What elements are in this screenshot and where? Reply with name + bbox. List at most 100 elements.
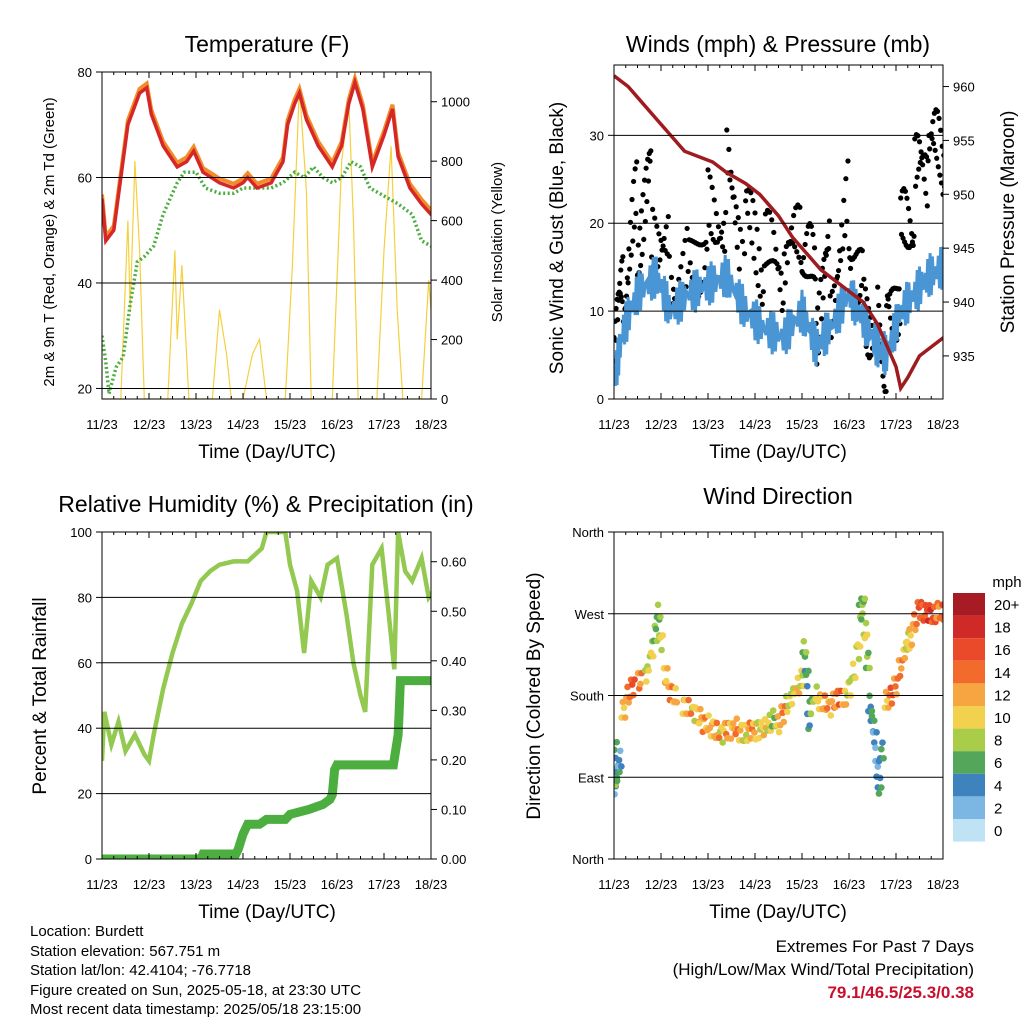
gust-point bbox=[932, 147, 938, 153]
gust-point bbox=[751, 255, 757, 261]
gust-point bbox=[966, 120, 971, 125]
gust-point bbox=[663, 224, 669, 230]
x-tick-label: 12/23 bbox=[645, 417, 678, 432]
gust-point bbox=[831, 283, 837, 289]
x-tick-label: 17/23 bbox=[368, 417, 401, 432]
y-tick-label: 20 bbox=[78, 787, 92, 802]
gust-point bbox=[626, 246, 632, 252]
gust-point bbox=[713, 210, 719, 217]
humidity-ylabel-left: Percent & Total Rainfall bbox=[30, 597, 51, 794]
gust-point bbox=[665, 213, 671, 220]
colorbar-swatch bbox=[953, 615, 985, 639]
gust-point bbox=[944, 176, 949, 181]
gust-point bbox=[638, 262, 644, 269]
y-tick-label: 80 bbox=[78, 65, 92, 80]
y-tick-label: 950 bbox=[953, 187, 975, 202]
gust-point bbox=[804, 230, 810, 237]
direction-point bbox=[637, 680, 644, 688]
gust-point bbox=[886, 304, 892, 310]
gust-point bbox=[739, 238, 746, 245]
direction-point bbox=[863, 631, 871, 639]
gust-point bbox=[757, 293, 763, 299]
gust-point bbox=[911, 233, 917, 239]
gust-point bbox=[645, 178, 652, 184]
gust-point bbox=[791, 212, 797, 219]
y-tick-label: 960 bbox=[953, 80, 975, 95]
y-tick-label: 0 bbox=[85, 852, 92, 867]
direction-point bbox=[979, 585, 986, 592]
gust-point bbox=[615, 317, 621, 323]
temperature-series-group bbox=[102, 72, 431, 399]
colorbar-label: 0 bbox=[994, 823, 1002, 840]
gust-point bbox=[798, 259, 804, 266]
x-tick-label: 14/23 bbox=[227, 417, 260, 432]
gust-point bbox=[847, 265, 854, 271]
gust-point bbox=[733, 204, 739, 210]
y-tick-label: 0.40 bbox=[441, 654, 466, 669]
gust-point bbox=[715, 224, 722, 230]
gust-point bbox=[794, 249, 800, 255]
x-tick-label: 16/23 bbox=[833, 417, 866, 432]
gust-point bbox=[938, 180, 943, 186]
gust-point bbox=[726, 146, 732, 152]
precipitation-line bbox=[102, 676, 431, 859]
direction-point bbox=[874, 763, 882, 771]
gust-point bbox=[753, 270, 759, 276]
temperature-xlabel: Time (Day/UTC) bbox=[198, 442, 336, 463]
y-tick-label: North bbox=[572, 525, 604, 540]
gust-point bbox=[706, 222, 712, 228]
gust-point bbox=[641, 177, 648, 183]
humidity-yticks-left: 100 80 60 40 20 0 bbox=[70, 525, 102, 867]
gust-point bbox=[802, 241, 808, 248]
gust-point bbox=[858, 282, 865, 289]
gust-point bbox=[727, 177, 733, 183]
gust-point bbox=[945, 166, 950, 171]
direction-point bbox=[713, 719, 721, 727]
gust-point bbox=[953, 124, 958, 129]
direction-point bbox=[774, 713, 782, 720]
direction-point bbox=[615, 756, 623, 764]
humidity-yticks-right: 0.60 0.50 0.40 0.30 0.20 0.10 0.00 bbox=[431, 555, 466, 867]
gust-point bbox=[654, 223, 660, 229]
x-tick-label: 13/23 bbox=[692, 877, 725, 892]
x-tick-label: 16/23 bbox=[833, 877, 866, 892]
y-tick-label: 0 bbox=[597, 392, 604, 407]
direction-point bbox=[896, 672, 904, 680]
gust-point bbox=[962, 122, 967, 127]
x-tick-label: 13/23 bbox=[180, 877, 213, 892]
gust-point bbox=[826, 218, 833, 224]
gust-point bbox=[914, 174, 920, 180]
colorbar-label: 4 bbox=[994, 778, 1002, 795]
direction-point bbox=[652, 625, 660, 633]
humidity-series-group bbox=[102, 532, 431, 859]
temperature-title: Temperature (F) bbox=[185, 31, 350, 57]
direction-point bbox=[944, 600, 951, 607]
direction-point bbox=[719, 739, 726, 746]
gust-point bbox=[718, 229, 725, 235]
gust-point bbox=[978, 129, 983, 134]
colorbar-label: 2 bbox=[994, 800, 1002, 817]
gust-point bbox=[631, 224, 637, 230]
gust-point bbox=[635, 242, 641, 248]
winds-xlabel: Time (Day/UTC) bbox=[709, 442, 847, 463]
gust-point bbox=[938, 127, 943, 133]
y-tick-label: West bbox=[575, 607, 605, 622]
y-tick-label: 60 bbox=[78, 170, 92, 185]
colorbar-label: 20+ bbox=[994, 597, 1020, 614]
gust-point bbox=[959, 160, 964, 165]
gust-point bbox=[722, 248, 728, 254]
gust-point bbox=[904, 195, 910, 201]
y-tick-label: North bbox=[572, 852, 604, 867]
gust-point bbox=[978, 82, 983, 87]
gust-point bbox=[980, 117, 985, 122]
gust-point bbox=[660, 243, 666, 249]
direction-point bbox=[659, 632, 667, 639]
gust-point bbox=[921, 176, 927, 182]
gust-point bbox=[634, 159, 640, 165]
gust-point bbox=[637, 225, 643, 231]
gust-point bbox=[912, 183, 919, 189]
colorbar-label: 10 bbox=[994, 710, 1011, 727]
gust-point bbox=[810, 231, 816, 238]
gust-point bbox=[638, 208, 645, 214]
direction-point bbox=[625, 699, 632, 706]
